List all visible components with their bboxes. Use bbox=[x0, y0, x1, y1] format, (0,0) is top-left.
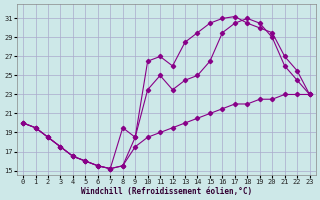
X-axis label: Windchill (Refroidissement éolien,°C): Windchill (Refroidissement éolien,°C) bbox=[81, 187, 252, 196]
